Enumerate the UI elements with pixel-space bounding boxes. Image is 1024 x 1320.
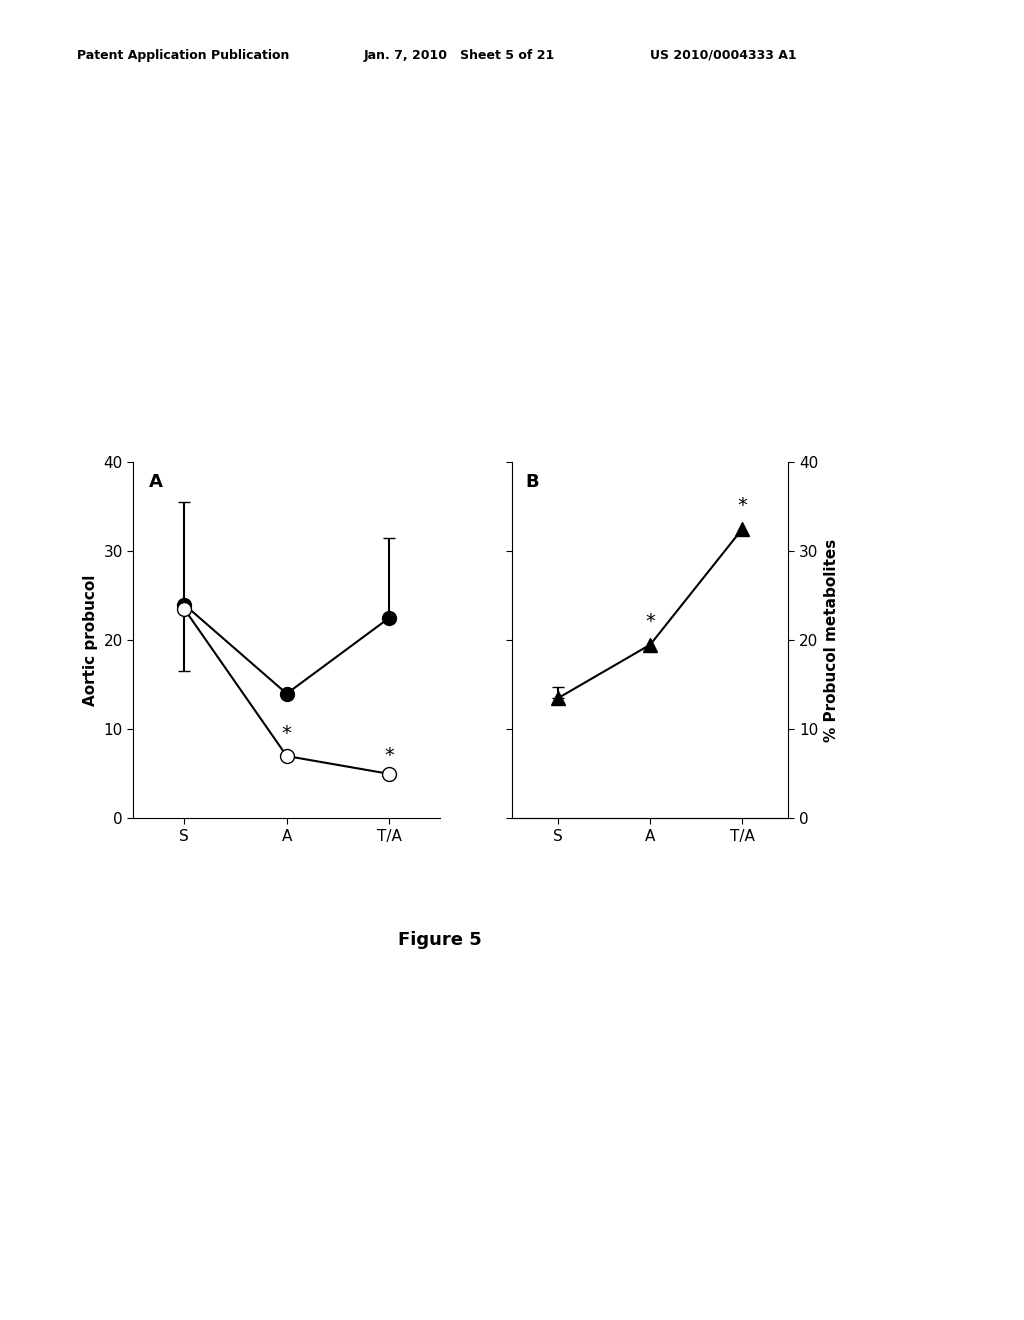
Text: *: * <box>282 723 292 743</box>
Y-axis label: Aortic probucol: Aortic probucol <box>83 574 97 706</box>
Text: *: * <box>737 496 748 516</box>
Text: A: A <box>148 473 163 491</box>
Text: B: B <box>526 473 540 491</box>
Text: US 2010/0004333 A1: US 2010/0004333 A1 <box>650 49 797 62</box>
Y-axis label: % Probucol metabolites: % Probucol metabolites <box>824 539 839 742</box>
Text: Patent Application Publication: Patent Application Publication <box>77 49 289 62</box>
Text: *: * <box>384 746 394 764</box>
Text: Figure 5: Figure 5 <box>398 931 482 949</box>
Text: Jan. 7, 2010   Sheet 5 of 21: Jan. 7, 2010 Sheet 5 of 21 <box>364 49 555 62</box>
Text: *: * <box>645 612 655 631</box>
